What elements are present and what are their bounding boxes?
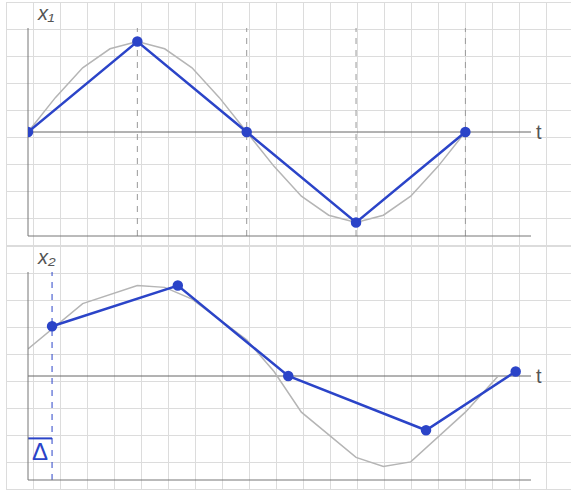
svg-text:t: t <box>536 121 542 143</box>
html-text:x₁: x₁ <box>38 2 55 24</box>
svg-text:t: t <box>536 365 542 387</box>
html-text:x₂: x₂ <box>38 246 56 268</box>
svg-text:Δ: Δ <box>32 438 48 465</box>
